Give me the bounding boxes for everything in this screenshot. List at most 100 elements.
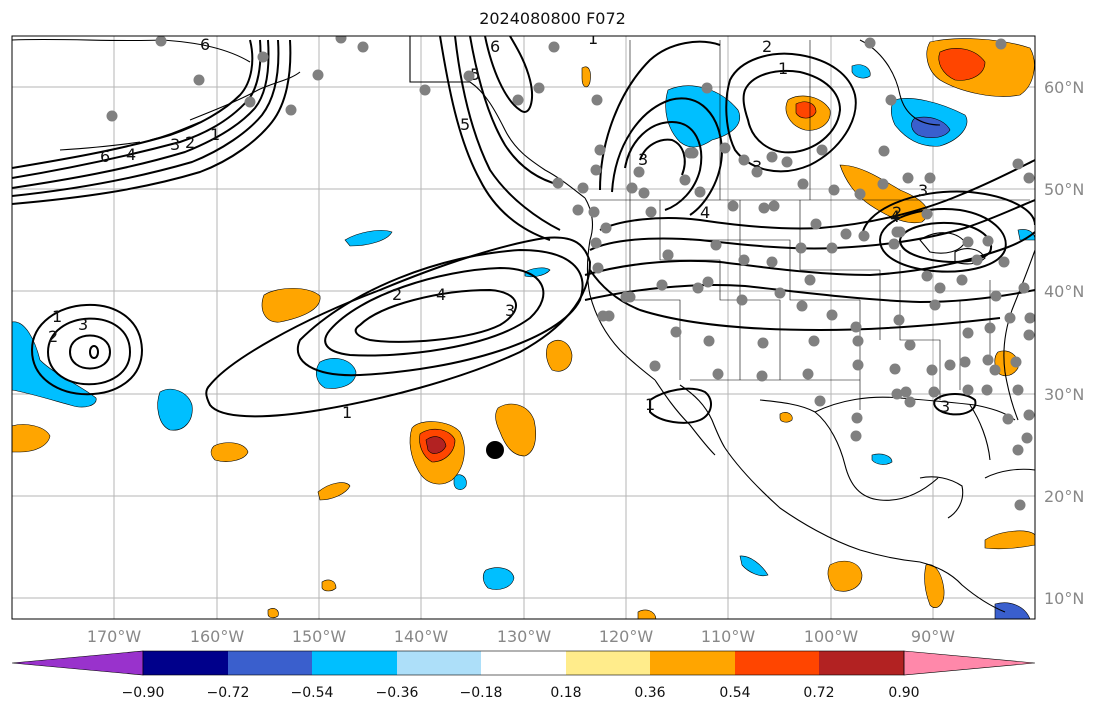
lat-label: 50°N: [1044, 180, 1084, 199]
station-dot: [878, 145, 890, 157]
station-dot: [679, 174, 691, 186]
contour-label: 5: [470, 65, 480, 84]
station-dot: [900, 386, 912, 398]
station-dot: [850, 430, 862, 442]
station-dot: [889, 363, 901, 375]
contour-label: 4: [126, 145, 136, 164]
contour-label: 1: [342, 403, 352, 422]
colorbar-segment: [312, 651, 397, 675]
station-dot: [982, 235, 994, 247]
contour-label: 3: [170, 135, 180, 154]
station-dot: [597, 310, 609, 322]
colorbar-tick-label: 0.18: [550, 685, 581, 701]
station-dot: [904, 396, 916, 408]
station-dot: [995, 38, 1007, 50]
station-dot: [826, 309, 838, 321]
contour-label: 4: [436, 285, 446, 304]
colorbar-tick-label: 0.54: [719, 685, 750, 701]
colorbar-tick-label: −0.90: [122, 685, 165, 701]
contour-label: 6: [490, 37, 500, 56]
lon-label: 110°W: [701, 627, 756, 646]
negative-anomaly-area: [344, 230, 393, 247]
station-dot: [590, 164, 602, 176]
station-dot: [649, 360, 661, 372]
station-dot: [533, 82, 545, 94]
station-dot: [810, 218, 822, 230]
shaded-anomalies: [12, 38, 1035, 619]
lat-label: 20°N: [1044, 487, 1084, 506]
station-dot: [684, 147, 696, 159]
positive-anomaly-area: [12, 424, 51, 453]
positive-anomaly-area: [321, 579, 337, 592]
colorbar: −0.90 −0.72 −0.54 −0.36 −0.18 0.18 0.36 …: [11, 650, 1036, 701]
positive-anomaly-area: [795, 101, 817, 119]
station-dot: [694, 186, 706, 198]
station-dot: [1023, 329, 1035, 341]
station-dot: [419, 84, 431, 96]
station-dot: [638, 187, 650, 199]
lat-label: 30°N: [1044, 385, 1084, 404]
negative-anomaly-area: [157, 388, 193, 431]
station-dot: [548, 41, 560, 53]
contour-label: 2: [48, 327, 58, 346]
station-dot: [924, 172, 936, 184]
positive-anomaly-area: [495, 403, 536, 457]
lon-label: 140°W: [394, 627, 449, 646]
station-dot: [781, 156, 793, 168]
station-dot: [768, 200, 780, 212]
positive-anomaly-area: [994, 350, 1019, 377]
positive-anomaly-area: [984, 530, 1035, 550]
positive-anomaly-area: [261, 288, 321, 323]
gridlines: [12, 36, 1035, 619]
colorbar-segment: [481, 651, 566, 675]
negative-anomaly-area: [911, 116, 951, 139]
contour-label: 3: [918, 181, 928, 200]
lon-label: 120°W: [599, 627, 654, 646]
station-dot: [1021, 432, 1033, 444]
station-dot: [758, 202, 770, 214]
negative-anomaly-area: [665, 85, 740, 148]
negative-anomaly-area: [851, 64, 871, 79]
station-dot: [670, 326, 682, 338]
station-dot: [852, 335, 864, 347]
station-dot: [592, 262, 604, 274]
station-dot: [929, 299, 941, 311]
contour-label: 1: [210, 125, 220, 144]
station-dot: [852, 359, 864, 371]
negative-anomaly-area: [739, 555, 769, 577]
lon-label: 150°W: [292, 627, 347, 646]
station-dot: [285, 104, 297, 116]
station-dot: [921, 270, 933, 282]
positive-anomaly-area: [779, 412, 793, 423]
station-dot: [904, 339, 916, 351]
lat-label: 40°N: [1044, 282, 1084, 301]
contour-label: 6: [200, 35, 210, 54]
station-dot: [926, 364, 938, 376]
contour-label: 2: [892, 203, 902, 222]
station-dot: [854, 188, 866, 200]
station-dot: [998, 256, 1010, 268]
station-dot: [828, 184, 840, 196]
station-dot: [727, 200, 739, 212]
station-dot: [1004, 312, 1016, 324]
map-title: 2024080800 F072: [479, 9, 626, 28]
station-dot: [885, 94, 897, 106]
lon-label: 130°W: [497, 627, 552, 646]
station-dot: [626, 182, 638, 194]
station-dot: [590, 237, 602, 249]
station-dot: [888, 238, 900, 250]
station-dot: [877, 178, 889, 190]
station-dot: [645, 206, 657, 218]
station-dot: [864, 37, 876, 49]
station-dot: [982, 354, 994, 366]
lon-label: 100°W: [804, 627, 859, 646]
station-dot: [662, 249, 674, 261]
contour-label: 4: [700, 203, 710, 222]
station-dot: [808, 335, 820, 347]
colorbar-segment: [397, 651, 481, 675]
station-dot: [738, 154, 750, 166]
location-marker[interactable]: [486, 441, 504, 459]
contour-label: 2: [762, 37, 772, 56]
contour-label: 2: [185, 133, 195, 152]
contour-label: 1: [52, 307, 62, 326]
